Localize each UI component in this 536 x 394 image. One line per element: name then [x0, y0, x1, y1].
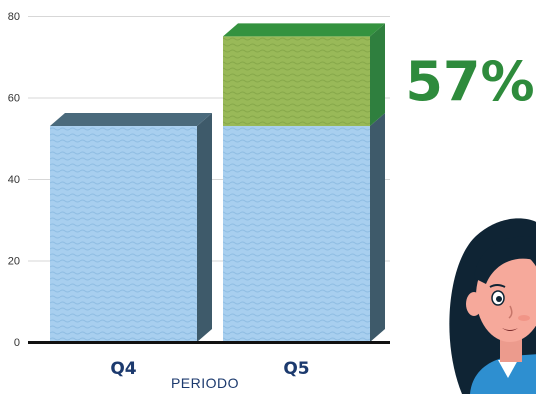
y-tick-label: 60: [8, 93, 20, 105]
bar-q4: [50, 113, 212, 343]
bars: [50, 23, 385, 343]
woman-character-icon: [449, 218, 536, 394]
y-axis-ticks: 0 20 40 60 80: [8, 11, 20, 349]
x-axis-categories: Q4 Q5: [110, 359, 309, 379]
x-axis-title: PERIODO: [171, 375, 239, 391]
y-tick-label: 80: [8, 11, 20, 23]
bar-segment-top: [223, 23, 385, 37]
bar-segment-front: [50, 126, 197, 343]
bar-segment-side: [197, 113, 212, 343]
bar-segment-front: [223, 126, 370, 343]
bar-segment-side: [370, 23, 385, 127]
percentage-annotation: 57%: [405, 50, 534, 113]
y-tick-label: 20: [8, 256, 20, 268]
x-tick-label: Q4: [110, 359, 136, 379]
y-tick-label: 0: [14, 337, 20, 349]
bar-segment-side: [370, 113, 385, 343]
bar-segment-top: [50, 113, 212, 127]
y-tick-label: 40: [8, 174, 20, 186]
bar-q5: [223, 23, 385, 343]
x-tick-label: Q5: [283, 359, 309, 379]
bar-segment-front: [223, 36, 370, 127]
